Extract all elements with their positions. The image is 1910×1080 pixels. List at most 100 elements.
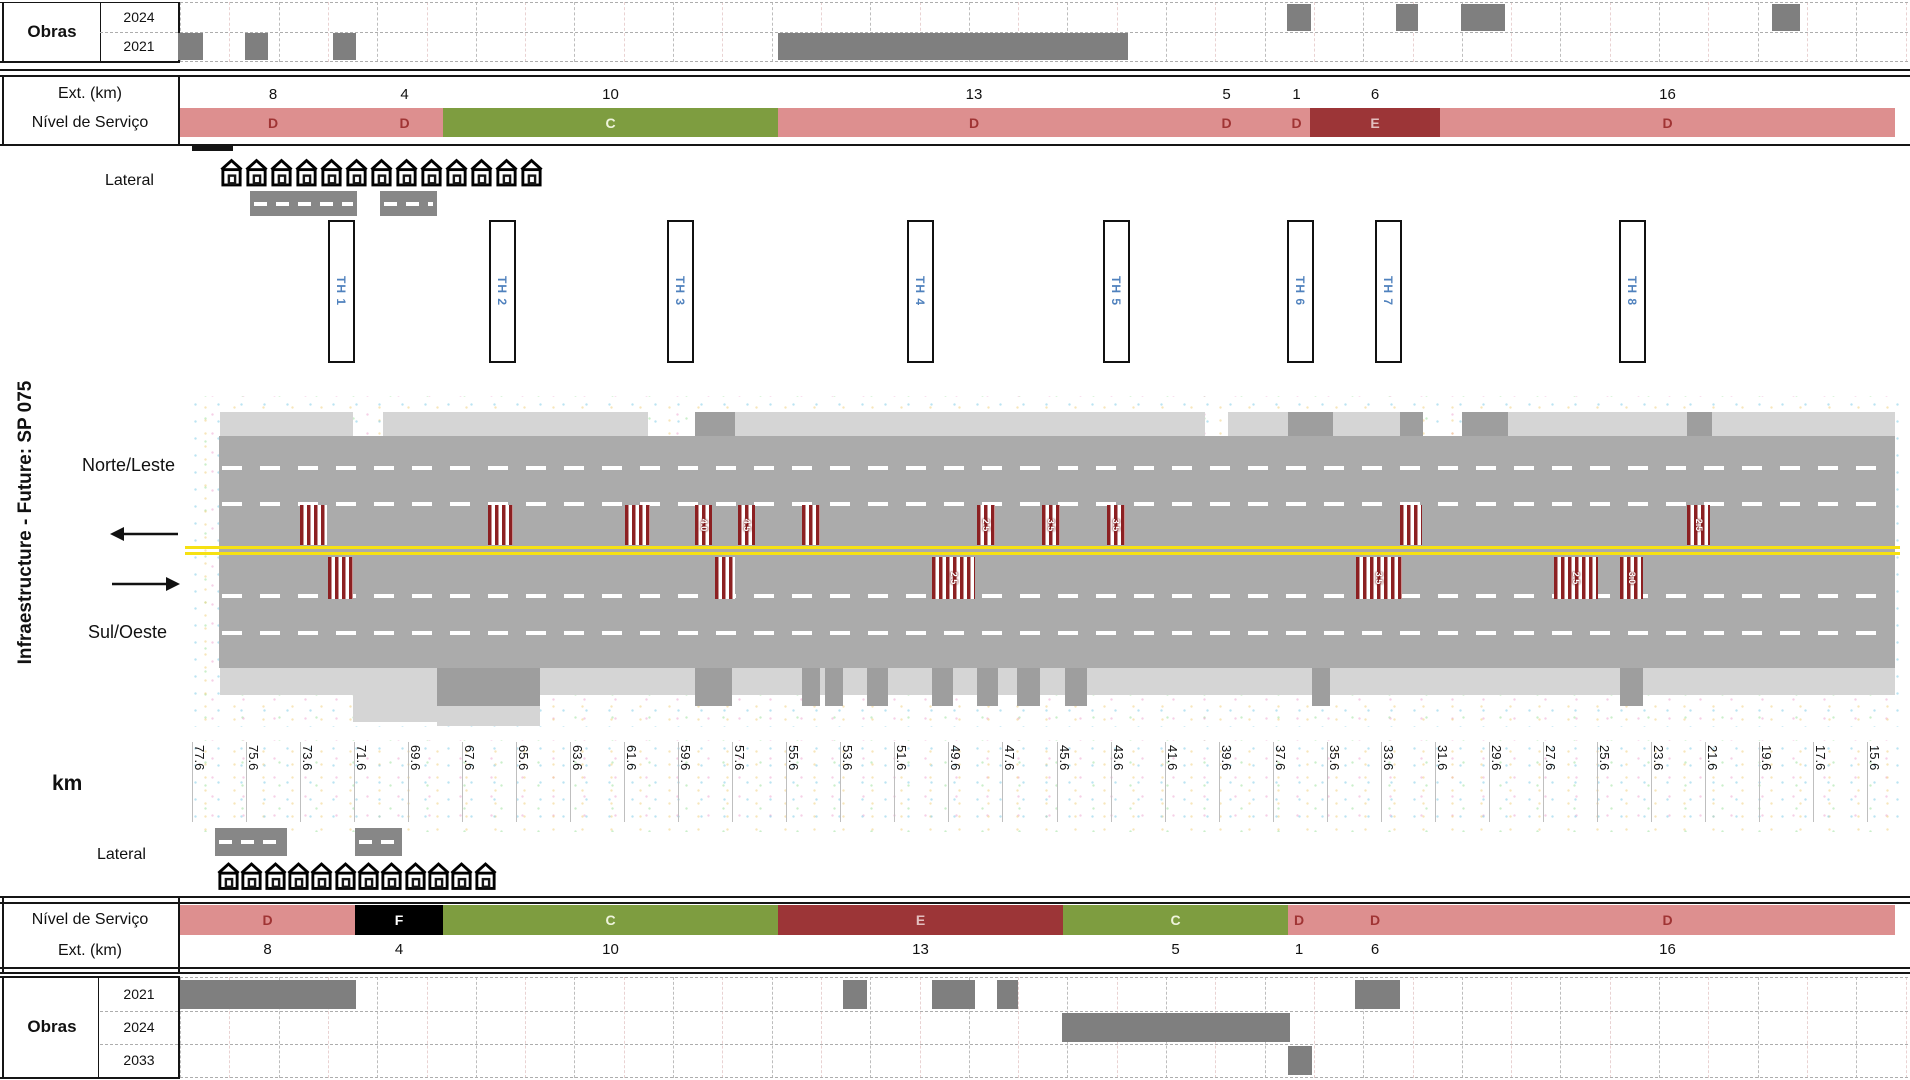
panel-border (178, 898, 180, 974)
km-tick-label: 71.6 (354, 745, 370, 771)
house-icon (445, 157, 468, 188)
house-icon (470, 157, 493, 188)
house-icon (495, 157, 518, 188)
km-tick-label: 57.6 (732, 745, 748, 771)
km-tick (1272, 742, 1274, 822)
panel-border (0, 61, 180, 63)
grid-edge (180, 61, 1908, 62)
separator-line (0, 967, 1910, 969)
obras-block-2021 (778, 33, 1128, 60)
house-icon (427, 860, 450, 892)
km-tick-label: 29.6 (1488, 745, 1504, 771)
grid-line (771, 977, 773, 1078)
ext-value: 6 (1370, 941, 1380, 958)
lateral-road-dash (254, 201, 353, 206)
km-tick (678, 742, 680, 822)
grid-line (1363, 977, 1365, 1078)
house-icon (404, 860, 427, 892)
house-icon (320, 157, 343, 188)
level-segment: C (443, 905, 778, 935)
grid-line (574, 977, 576, 1078)
road-extension (437, 706, 540, 726)
separator-line (0, 896, 1910, 898)
obras-block-2021 (245, 33, 268, 60)
house-icon (270, 157, 293, 188)
level-segment: E (778, 905, 1063, 935)
km-tick-label: 77.6 (192, 745, 207, 771)
km-tick-label: 63.6 (570, 745, 586, 771)
km-tick (570, 742, 572, 822)
grid-line (180, 977, 181, 1078)
ramp-stub (977, 668, 998, 706)
obras-block-2024 (1461, 4, 1505, 31)
house-icon (420, 157, 443, 188)
ramp-stub (867, 668, 888, 706)
bridge-marker-north-label: 2.5 (1693, 518, 1704, 532)
obras-block-2021 (843, 980, 867, 1009)
toll-booth-label: TH 2 (495, 275, 509, 306)
bridge-marker-south-label: 3.0 (1626, 571, 1637, 585)
panel-border (2, 898, 4, 974)
obras-bottom-year-2024: 2024 (123, 1019, 155, 1035)
grid-line (1511, 977, 1513, 1078)
house-icon (287, 860, 310, 892)
km-tick (1542, 742, 1544, 822)
separator-line (0, 144, 1910, 146)
toll-booth-label: TH 1 (334, 275, 348, 306)
house-icon (245, 157, 268, 188)
bridge-marker-south-label: 3.5 (1374, 571, 1384, 585)
road-top-band (1462, 412, 1895, 436)
grid-line (1412, 977, 1414, 1078)
grid-line (1659, 977, 1660, 1078)
ext-km-label-bottom: Ext. (km) (58, 941, 122, 959)
km-tick-label: 73.6 (300, 745, 316, 771)
grid-line (968, 977, 970, 1078)
house-icon (310, 860, 333, 892)
arrow-left-icon (110, 527, 178, 541)
grid-line (525, 977, 527, 1078)
obras-block-2021 (178, 33, 203, 60)
ramp-stub (932, 668, 953, 706)
bridge-marker-south (1620, 557, 1643, 599)
km-tick (462, 742, 464, 822)
bridge-marker-north-label: 4.0 (698, 518, 709, 532)
bridge-marker-north-label: 3.5 (1111, 518, 1121, 532)
ramp-stub (1620, 668, 1643, 706)
toll-booth (1102, 220, 1130, 363)
km-tick (1110, 742, 1112, 822)
km-tick (1380, 742, 1382, 822)
ext-value: 4 (394, 941, 404, 958)
toll-booth (906, 220, 934, 363)
grid-line (623, 977, 625, 1078)
grid-line (377, 977, 379, 1078)
km-tick-label: 35.6 (1326, 745, 1342, 771)
km-tick-label: 51.6 (894, 745, 910, 771)
ramp-stub (1065, 668, 1087, 706)
km-axis-label: km (52, 772, 83, 795)
level-segment: D (1310, 905, 1440, 935)
house-icon (370, 157, 393, 188)
toll-booth (488, 220, 516, 363)
bridge-marker-north (1042, 505, 1060, 545)
ramp-stub (802, 668, 820, 706)
bridge-marker-south (1554, 557, 1598, 599)
grid-line (919, 977, 921, 1078)
panel-border (2, 76, 4, 146)
road-top-band (220, 412, 353, 436)
toll-booth (327, 220, 355, 363)
toll-booth-label: TH 7 (1381, 275, 1395, 306)
panel-border (178, 977, 180, 1078)
obras-block-2021 (1355, 980, 1400, 1009)
km-tick-label: 17.6 (1812, 745, 1828, 771)
bridge-marker-north (695, 505, 712, 545)
km-tick (624, 742, 626, 822)
ext-value: 13 (912, 941, 929, 958)
grid-line (1757, 977, 1759, 1078)
lateral-road-dash (359, 840, 398, 844)
grid-line (673, 977, 674, 1078)
km-tick (1812, 742, 1814, 822)
km-tick (1596, 742, 1598, 822)
toll-booth (1374, 220, 1402, 363)
km-tick (1164, 742, 1166, 822)
